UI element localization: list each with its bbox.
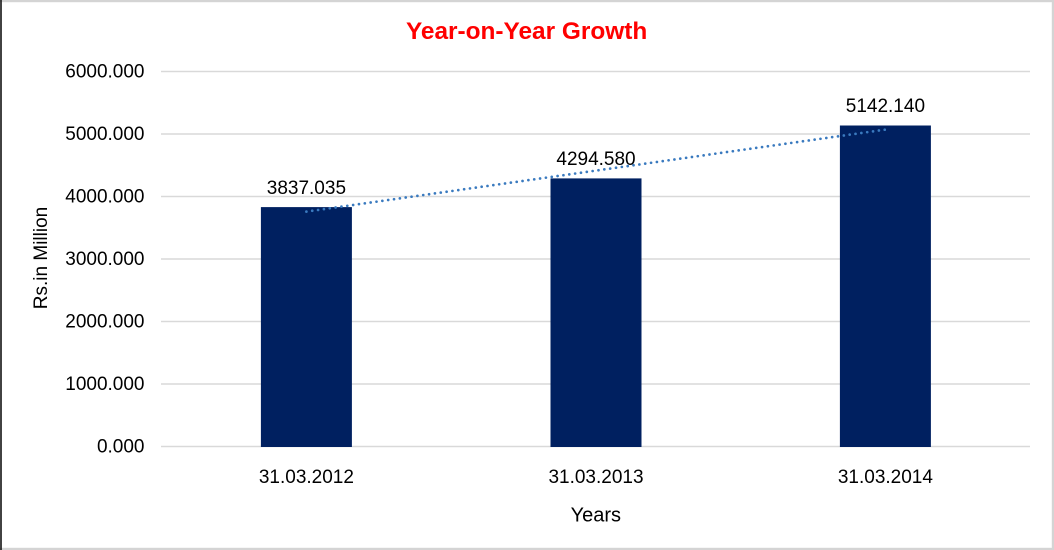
svg-text:Year-on-Year Growth: Year-on-Year Growth: [406, 18, 647, 45]
svg-text:Years: Years: [571, 504, 621, 526]
svg-text:3000.000: 3000.000: [65, 249, 144, 270]
svg-text:1000.000: 1000.000: [65, 374, 144, 395]
svg-text:5142.140: 5142.140: [846, 96, 925, 117]
svg-text:0.000: 0.000: [97, 436, 145, 457]
svg-text:Rs.in Million: Rs.in Million: [31, 207, 52, 309]
svg-text:31.03.2013: 31.03.2013: [548, 467, 643, 488]
svg-text:5000.000: 5000.000: [65, 124, 144, 145]
svg-text:31.03.2014: 31.03.2014: [838, 467, 934, 488]
svg-text:2000.000: 2000.000: [65, 311, 144, 332]
svg-text:4294.580: 4294.580: [556, 149, 635, 170]
svg-text:31.03.2012: 31.03.2012: [259, 467, 354, 488]
svg-text:3837.035: 3837.035: [267, 178, 346, 199]
svg-text:4000.000: 4000.000: [65, 186, 144, 207]
svg-text:6000.000: 6000.000: [65, 61, 144, 82]
